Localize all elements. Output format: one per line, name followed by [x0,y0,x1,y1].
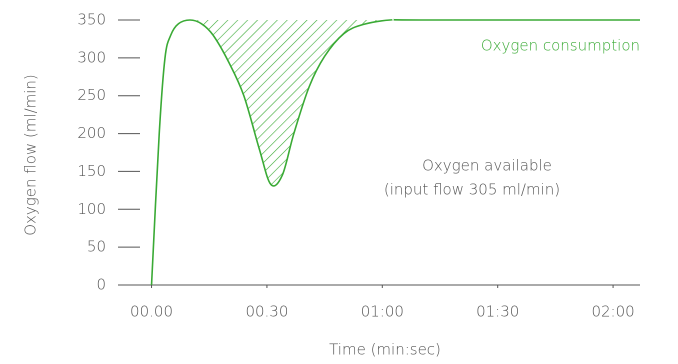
y-tick-label: 350 [77,11,106,29]
y-tick-label: 150 [77,162,106,180]
y-tick-label: 50 [87,238,106,256]
legend-label: Oxygen consumption [481,37,640,55]
annotation: (input flow 305 ml/min) [384,181,560,199]
x-tick-label: 00.00 [130,303,173,321]
y-tick-label: 100 [77,200,106,218]
line [150,18,640,286]
hatched-area [190,20,390,186]
x-tick-label: 01:30 [476,303,519,321]
y-tick-label: 200 [77,124,106,142]
annotation: Oxygen available [422,157,552,175]
x-tick-label: 01:00 [361,303,404,321]
x-tick-label: 00.30 [245,303,288,321]
y-axis-label: Oxygen flow (ml/min) [22,74,40,236]
x-tick-label: 02:00 [591,303,634,321]
x-axis-label: Time (min:sec) [329,341,441,359]
y-tick-label: 300 [77,48,106,66]
y-tick-label: 250 [77,86,106,104]
y-tick-label: 0 [96,276,106,294]
